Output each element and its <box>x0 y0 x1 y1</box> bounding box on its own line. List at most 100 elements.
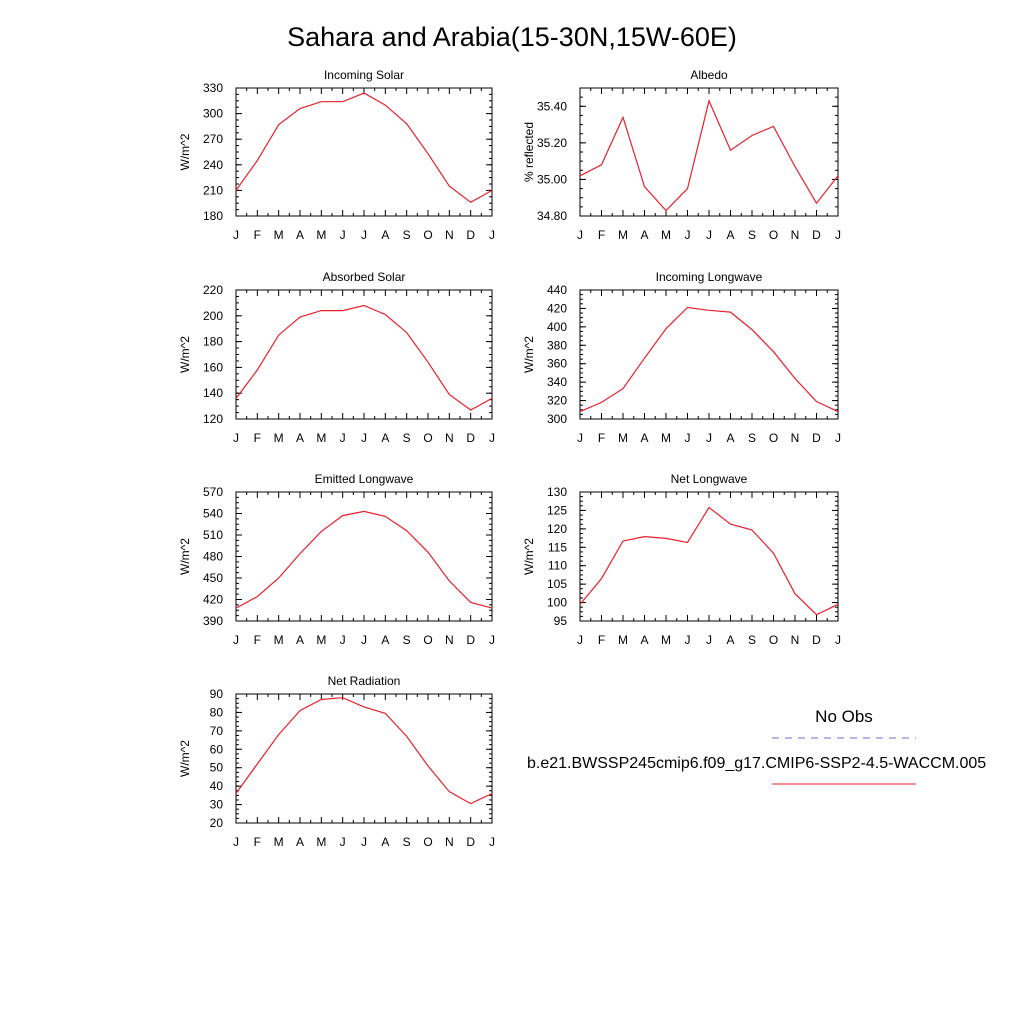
y-tick-label: 80 <box>210 705 224 719</box>
y-tick-label: 35.20 <box>537 136 567 150</box>
x-tick-label: J <box>706 633 712 647</box>
x-tick-label: D <box>812 633 821 647</box>
y-tick-label: 440 <box>547 283 567 297</box>
y-axis-label: W/m^2 <box>178 133 192 170</box>
x-tick-label: J <box>685 228 691 242</box>
y-tick-label: 480 <box>203 550 223 564</box>
x-tick-label: M <box>274 835 284 849</box>
x-tick-label: M <box>618 431 628 445</box>
x-tick-label: O <box>423 835 432 849</box>
y-tick-label: 420 <box>547 301 567 315</box>
x-tick-label: F <box>598 633 605 647</box>
y-tick-label: 320 <box>547 394 567 408</box>
series-line <box>235 510 493 609</box>
x-tick-label: J <box>361 835 367 849</box>
y-axis-label: W/m^2 <box>522 538 536 575</box>
y-tick-label: 200 <box>203 309 223 323</box>
x-tick-label: S <box>403 228 411 242</box>
x-tick-label: N <box>445 633 454 647</box>
series-line <box>235 697 493 805</box>
x-tick-label: J <box>685 431 691 445</box>
x-tick-label: A <box>726 228 734 242</box>
plot-frame <box>579 289 839 420</box>
x-tick-label: J <box>835 228 841 242</box>
figure-title: Sahara and Arabia(15-30N,15W-60E) <box>287 22 737 52</box>
x-tick-label: J <box>706 431 712 445</box>
x-tick-label: J <box>340 633 346 647</box>
x-tick-label: M <box>661 431 671 445</box>
x-tick-label: M <box>316 835 326 849</box>
x-tick-label: F <box>598 431 605 445</box>
y-tick-label: 35.00 <box>537 172 567 186</box>
series-line <box>579 306 839 413</box>
y-tick-label: 300 <box>203 107 223 121</box>
x-tick-label: O <box>769 431 778 445</box>
y-tick-label: 380 <box>547 338 567 352</box>
legend-model-label: b.e21.BWSSP245cmip6.f09_g17.CMIP6-SSP2-4… <box>527 755 986 772</box>
x-tick-label: A <box>726 431 734 445</box>
y-tick-label: 240 <box>203 158 223 172</box>
x-tick-label: J <box>489 835 495 849</box>
y-tick-label: 60 <box>210 742 224 756</box>
y-tick-label: 120 <box>203 412 223 426</box>
x-tick-label: J <box>685 633 691 647</box>
y-tick-label: 110 <box>548 559 567 573</box>
series-line <box>579 98 839 212</box>
x-tick-label: A <box>640 228 648 242</box>
y-tick-label: 540 <box>203 507 223 521</box>
x-tick-label: M <box>316 228 326 242</box>
x-tick-label: N <box>791 228 800 242</box>
x-tick-label: S <box>748 633 756 647</box>
x-tick-label: A <box>381 633 389 647</box>
x-tick-label: J <box>233 431 239 445</box>
y-tick-label: 120 <box>547 522 567 536</box>
x-tick-label: S <box>403 431 411 445</box>
x-tick-label: A <box>381 835 389 849</box>
x-tick-label: F <box>254 228 261 242</box>
x-tick-label: M <box>618 228 628 242</box>
x-tick-label: D <box>812 228 821 242</box>
x-tick-label: M <box>661 228 671 242</box>
x-tick-label: O <box>423 431 432 445</box>
x-tick-label: M <box>274 431 284 445</box>
y-tick-label: 270 <box>203 132 223 146</box>
series-line <box>235 92 493 204</box>
plot-frame <box>235 289 493 420</box>
y-tick-label: 400 <box>547 320 567 334</box>
y-axis-label: W/m^2 <box>178 336 192 373</box>
x-tick-label: M <box>661 633 671 647</box>
y-axis-label: W/m^2 <box>178 538 192 575</box>
legend-obs-label: No Obs <box>815 707 873 726</box>
y-tick-label: 95 <box>554 614 568 628</box>
plot-frame <box>235 693 493 824</box>
x-tick-label: S <box>748 431 756 445</box>
y-tick-label: 300 <box>547 412 567 426</box>
x-tick-label: A <box>726 633 734 647</box>
x-tick-label: D <box>466 228 475 242</box>
series-line <box>235 304 493 411</box>
x-tick-label: J <box>361 228 367 242</box>
x-tick-label: J <box>233 633 239 647</box>
y-tick-label: 105 <box>547 577 567 591</box>
x-tick-label: N <box>445 228 454 242</box>
x-tick-label: J <box>835 431 841 445</box>
x-tick-label: A <box>640 633 648 647</box>
x-tick-label: F <box>254 835 261 849</box>
plot-frame <box>235 87 493 217</box>
x-tick-label: A <box>381 431 389 445</box>
x-tick-label: J <box>233 835 239 849</box>
series-line <box>579 506 839 616</box>
y-axis-label: W/m^2 <box>178 740 192 777</box>
x-tick-label: A <box>640 431 648 445</box>
x-tick-label: A <box>296 431 304 445</box>
x-tick-label: O <box>769 228 778 242</box>
panel-title: Net Longwave <box>671 472 748 486</box>
x-tick-label: M <box>618 633 628 647</box>
y-tick-label: 35.40 <box>537 99 567 113</box>
